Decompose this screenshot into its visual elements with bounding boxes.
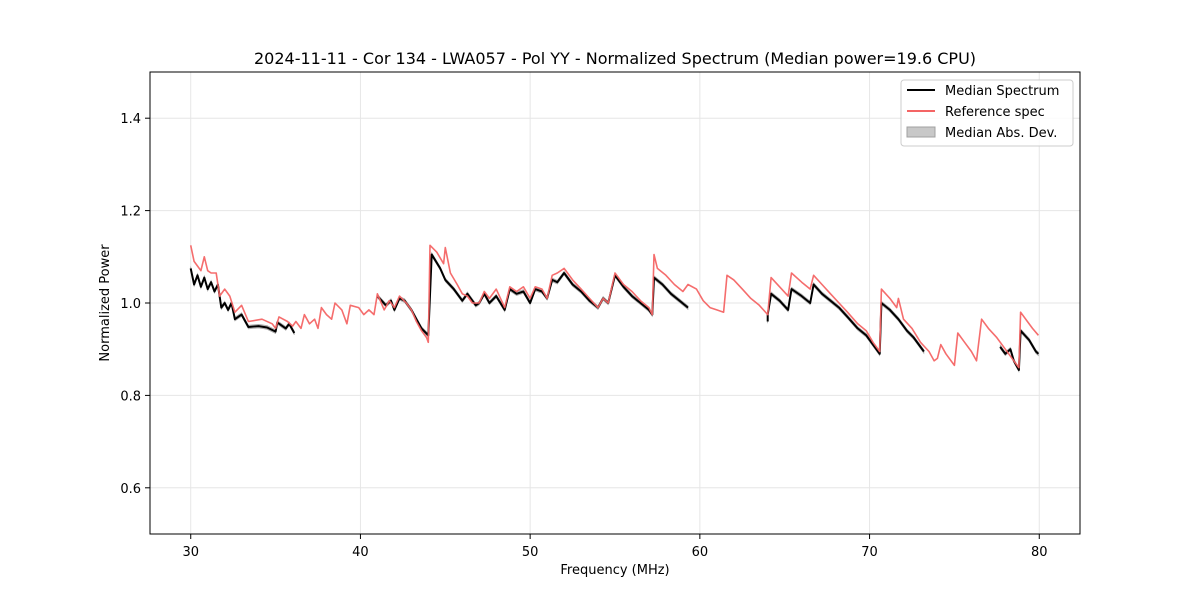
y-tick-label: 1.4 [120,112,141,127]
mad-band-group [190,251,1039,373]
legend: Median Spectrum Reference spec Median Ab… [900,79,1074,147]
y-tick-label: 1.0 [120,297,141,312]
median-spectrum-line [766,283,925,355]
y-axis-label: Normalized Power [98,244,113,362]
x-axis-label: Frequency (MHz) [560,563,669,578]
grid [150,72,1080,534]
y-axis: 0.6 0.8 1.0 1.2 1.4 [120,112,150,497]
x-tick-label: 80 [1031,545,1048,560]
median-spectrum-group [189,253,1040,371]
y-tick-label: 0.6 [120,482,141,497]
x-tick-label: 40 [352,545,369,560]
legend-reference-label: Reference spec [945,105,1045,120]
median-spectrum-line [376,253,689,337]
legend-mad-swatch [906,126,936,138]
legend-box [900,79,1074,147]
reference-spec-group [189,244,1040,369]
reference-spec-line [189,244,1040,369]
chart-title: 2024-11-11 - Cor 134 - LWA057 - Pol YY -… [254,49,976,68]
median-spectrum-line [189,268,296,334]
y-tick-label: 0.8 [120,389,141,404]
x-tick-label: 70 [861,545,878,560]
legend-mad-label: Median Abs. Dev. [945,126,1057,141]
x-axis: 30 40 50 60 70 80 [182,534,1048,560]
x-tick-label: 60 [692,545,709,560]
legend-median-label: Median Spectrum [945,84,1059,99]
x-tick-label: 50 [522,545,539,560]
y-tick-label: 1.2 [120,205,141,220]
x-tick-label: 30 [182,545,199,560]
